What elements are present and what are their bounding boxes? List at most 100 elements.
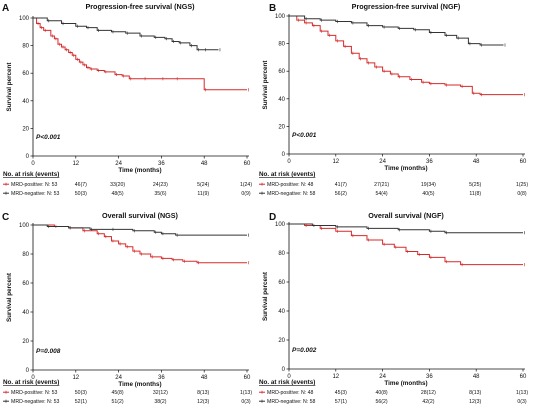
y-tick-label: 40 [22,99,29,105]
risk-count: 42(2) [422,399,434,405]
panel-letter: D [269,212,276,223]
risk-count: 50(3) [75,191,87,197]
y-tick-label: 20 [278,124,285,130]
p-value: P=0.002 [292,347,317,354]
risk-row-label: MRD-negative: N: 53 [11,191,60,197]
risk-count: 54(4) [376,191,388,197]
y-tick-label: 100 [19,16,30,22]
risk-count: 52(1) [75,399,87,405]
risk-count: 41(7) [335,182,347,188]
risk-count: 19(34) [421,182,436,188]
y-tick-label: 20 [22,126,29,132]
x-tick-label: 48 [473,159,480,165]
x-tick-label: 24 [115,375,122,381]
risk-count: 40(8) [376,390,388,396]
risk-row-label: MRD-positive: N: 53 [11,390,58,396]
x-tick-label: 48 [201,161,208,167]
risk-count: 28(12) [421,390,436,396]
y-tick-label: 0 [282,367,286,373]
x-axis-label: Time (months) [118,167,161,174]
y-tick-label: 0 [282,152,286,158]
x-axis-label: Time (months) [384,380,427,387]
y-tick-label: 60 [22,71,29,77]
risk-count: 11(9) [197,191,209,197]
x-axis-label: Time (months) [384,165,427,172]
panel-b: B Progression-free survival (NGF) 0 20 40 60 8… [259,2,528,197]
risk-count: 56(2) [376,399,388,405]
risk-count: 1(13) [240,390,252,396]
x-tick-label: 0 [31,375,35,381]
risk-count: 24(23) [153,182,168,188]
p-value: P=0.008 [36,348,61,355]
y-axis-label: Survival percent [262,271,269,321]
risk-row-label: MRD-positive: N: 53 [11,182,58,188]
chart-title: Progression-free survival (NGS) [85,2,195,11]
chart-title: Overall survival (NGF) [368,211,444,220]
x-tick-label: 60 [244,375,251,381]
risk-count: 5(25) [469,182,481,188]
y-tick-label: 80 [22,252,29,258]
y-tick-label: 40 [22,310,29,316]
panel-c: C Overall survival (NGS) 0 20 40 60 80 100 0 12 24… [2,211,252,405]
x-tick-label: 36 [426,159,433,165]
y-tick-label: 0 [26,368,30,374]
risk-count: 8(13) [469,390,481,396]
risk-count: 32(12) [153,390,168,396]
km-line-mrd-negative [33,17,219,51]
risk-count: 27(21) [374,182,389,188]
panel-a: A Progression-free survival (NGS) 0 20 40 60 8… [2,2,252,197]
x-tick-label: 24 [379,159,386,165]
risk-count: 0(9) [241,191,250,197]
panel-letter: A [2,3,9,14]
chart-title: Overall survival (NGS) [102,211,179,220]
y-tick-label: 20 [278,338,285,344]
x-tick-label: 60 [520,374,527,380]
y-tick-label: 80 [278,251,285,257]
y-tick-label: 40 [278,309,285,315]
risk-count: 33(20) [110,182,125,188]
km-line-mrd-positive [33,17,247,91]
risk-count: 48(5) [112,191,124,197]
risk-row-label: MRD-positive: N: 48 [267,182,314,188]
risk-row-label: MRD-negative: N: 53 [11,399,60,405]
risk-table-title: No. at risk (events) [3,171,59,178]
risk-count: 56(2) [335,191,347,197]
panel-letter: B [269,3,276,14]
risk-count: 0(8) [517,191,526,197]
risk-count: 5(24) [197,182,209,188]
x-tick-label: 60 [244,161,251,167]
y-tick-label: 40 [278,97,285,103]
x-tick-label: 36 [158,375,165,381]
chart-title: Progression-free survival (NGF) [352,2,461,11]
x-tick-label: 24 [115,161,122,167]
y-tick-label: 20 [22,339,29,345]
risk-count: 8(13) [197,390,209,396]
x-tick-label: 36 [426,374,433,380]
y-tick-label: 100 [275,14,286,20]
x-tick-label: 12 [72,161,79,167]
risk-count: 0(3) [241,399,250,405]
risk-count: 46(7) [75,182,87,188]
risk-count: 38(2) [154,399,166,405]
y-tick-label: 100 [275,222,286,228]
x-tick-label: 36 [158,161,165,167]
risk-count: 50(3) [75,390,87,396]
risk-count: 12(3) [197,399,209,405]
x-tick-label: 48 [473,374,480,380]
risk-table-title: No. at risk (events) [259,171,315,178]
risk-count: 40(5) [422,191,434,197]
y-axis-label: Survival percent [6,62,13,112]
km-line-mrd-negative [33,224,247,236]
km-line-mrd-positive [289,15,523,96]
y-tick-label: 60 [278,280,285,286]
km-line-mrd-negative [289,223,523,234]
risk-count: 11(8) [469,191,481,197]
risk-count: 1(24) [240,182,252,188]
y-axis-label: Survival percent [6,272,13,322]
km-line-mrd-negative [289,15,504,46]
y-tick-label: 80 [278,42,285,48]
risk-count: 45(3) [335,390,347,396]
x-tick-label: 12 [332,374,339,380]
y-tick-label: 60 [278,69,285,75]
